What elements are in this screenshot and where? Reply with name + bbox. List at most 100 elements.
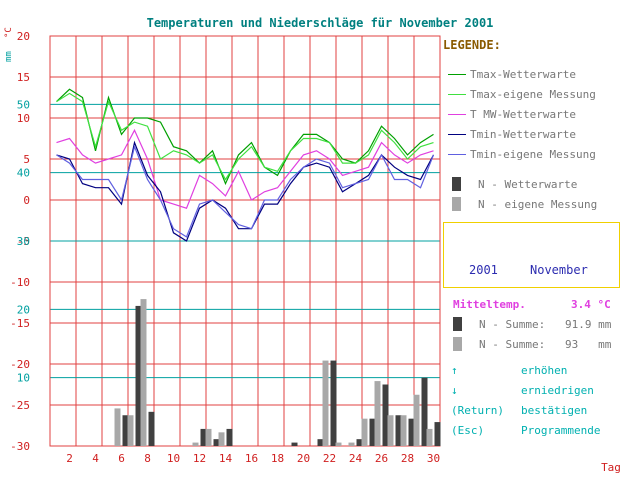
x-tick-label: 16 <box>245 452 258 465</box>
precip-bar <box>291 442 298 446</box>
temp-tick-label: -15 <box>10 317 30 330</box>
stat-sum-value: 91.9 mm <box>565 318 612 331</box>
precip-bar <box>135 305 142 446</box>
precip-tick-label: 40 <box>17 167 30 180</box>
precip-bar <box>122 415 129 446</box>
temp-series-line <box>56 88 434 186</box>
precip-bar <box>213 439 220 446</box>
legend-swatch <box>448 114 466 115</box>
precip-tick-label: 30 <box>17 235 30 248</box>
temp-series-line <box>56 144 435 238</box>
key-down-icon: ↓ <box>451 384 458 397</box>
key-action: bestätigen <box>521 404 588 417</box>
x-tick-label: 10 <box>167 452 180 465</box>
x-tick-label: 26 <box>375 452 388 465</box>
precip-bar <box>226 428 233 446</box>
precip-bar <box>218 432 225 446</box>
precip-bar <box>361 418 368 446</box>
temp-tick-label: -30 <box>10 440 30 453</box>
stat-mean-value: 3.4 °C <box>571 298 611 311</box>
precip-bar <box>356 439 363 446</box>
precip-bar <box>317 439 324 446</box>
temp-unit-label: °C <box>4 27 14 38</box>
temp-tick-label: 5 <box>23 153 30 166</box>
temp-tick-label: -25 <box>10 399 30 412</box>
precip-bar <box>335 442 342 446</box>
precip-bar <box>369 418 376 446</box>
x-tick-label: 14 <box>219 452 233 465</box>
temp-tick-label: -20 <box>10 358 30 371</box>
temp-series-line <box>56 128 434 209</box>
precip-bar <box>395 415 402 446</box>
precip-bar <box>205 428 212 446</box>
precip-unit-label: mm <box>4 51 14 62</box>
legend-title: LEGENDE: <box>443 38 501 52</box>
date-year: 2001 <box>469 263 498 277</box>
precip-bar <box>421 377 428 446</box>
stat-sum-value: 93 mm <box>565 338 612 351</box>
precip-bar <box>400 415 407 446</box>
key-action: Programmende <box>521 424 601 437</box>
temp-tick-label: 20 <box>17 30 30 43</box>
precip-bar <box>322 360 329 446</box>
precip-tick-label: 10 <box>17 372 30 385</box>
precip-bar <box>387 415 394 446</box>
precip-bar <box>200 428 207 446</box>
stat-sum-label: N - Summe: <box>479 338 546 351</box>
plot-frame <box>49 35 441 447</box>
stat-mean-label: Mitteltemp. <box>453 298 526 311</box>
temp-tick-label: -10 <box>10 276 30 289</box>
x-tick-label: 6 <box>118 452 125 465</box>
precip-bar <box>192 442 199 446</box>
legend-label: Tmax-Wetterwarte <box>470 68 576 81</box>
precip-bar <box>413 394 420 446</box>
legend-label: Tmin-eigene Messung <box>470 148 596 161</box>
legend-swatch <box>452 197 461 211</box>
precip-bar <box>348 442 355 446</box>
x-tick-label: 12 <box>193 452 206 465</box>
x-tick-label: 8 <box>144 452 151 465</box>
precip-tick-label: 20 <box>17 303 30 316</box>
temp-series-line <box>56 92 434 181</box>
precip-bar <box>434 422 441 446</box>
temp-tick-label: 0 <box>23 194 30 207</box>
legend-swatch <box>448 134 466 135</box>
legend-swatch <box>453 337 462 351</box>
temp-tick-label: 15 <box>17 71 30 84</box>
legend-swatch <box>448 74 466 75</box>
key-action: erniedrigen <box>521 384 594 397</box>
legend-label: N - eigene Messung <box>478 198 598 211</box>
x-tick-label: 2 <box>66 452 73 465</box>
precip-bar <box>127 415 134 446</box>
x-tick-label: 28 <box>401 452 414 465</box>
key-action: erhöhen <box>521 364 568 377</box>
temp-tick-label: -5 <box>17 235 30 248</box>
x-tick-label: 20 <box>297 452 310 465</box>
x-tick-label: 24 <box>349 452 363 465</box>
date-month: November <box>530 263 588 277</box>
temp-tick-label: 10 <box>17 112 30 125</box>
x-tick-label: 18 <box>271 452 284 465</box>
precip-bar <box>408 418 415 446</box>
x-tick-label: 4 <box>92 452 99 465</box>
legend-swatch <box>448 94 466 95</box>
x-tick-label: 30 <box>427 452 440 465</box>
stat-sum-label: N - Summe: <box>479 318 546 331</box>
legend-label: T MW-Wetterwarte <box>470 108 576 121</box>
date-box: 2001 November <box>443 222 620 288</box>
legend-swatch <box>453 317 462 331</box>
key-up-icon: ↑ <box>451 364 458 377</box>
key-return-label: (Return) <box>451 404 504 417</box>
key-esc-label: (Esc) <box>451 424 485 437</box>
precip-bar <box>382 384 389 446</box>
chart-title: Temperaturen und Niederschläge für Novem… <box>147 16 494 30</box>
legend-label: Tmin-Wetterwarte <box>470 128 576 141</box>
precip-bar <box>374 381 381 446</box>
legend-swatch <box>452 177 461 191</box>
x-tick-label: 22 <box>323 452 336 465</box>
x-axis-label: Tag <box>601 461 621 474</box>
legend-swatch <box>448 154 466 155</box>
precip-bar <box>148 411 155 446</box>
precip-bar <box>114 408 121 446</box>
